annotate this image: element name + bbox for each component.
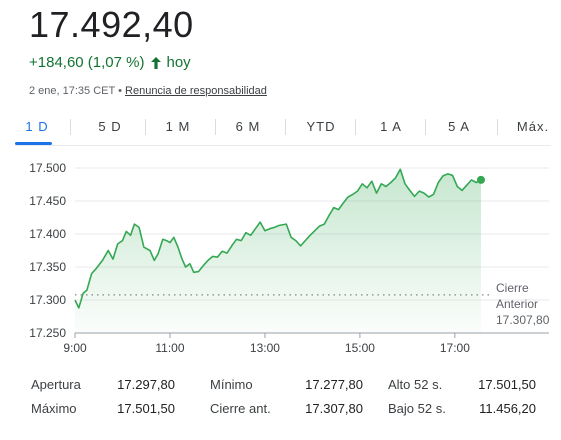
y-tick-label: 17.350 [29,260,66,274]
x-tick-label: 15:00 [345,341,375,355]
stat-label-alto-52: Alto 52 s. [388,377,443,392]
change-period: hoy [166,54,191,71]
tab-divider [285,119,286,135]
price-area [75,169,481,333]
x-axis-ticks: 9:00 11:00 13:00 15:00 17:00 [63,333,470,355]
separator-dot: • [118,85,122,97]
tab-divider [355,119,356,135]
y-tick-label: 17.300 [29,293,66,307]
tabs-divider [15,145,551,146]
tab-divider [497,119,498,135]
stat-label-minimo: Mínimo [210,377,253,392]
stat-label-maximo: Máximo [31,401,77,416]
timestamp-row: 2 ene, 17:35 CET • Renuncia de responsab… [29,85,267,97]
timestamp: 2 ene, 17:35 CET [29,85,116,97]
active-tab-indicator [15,142,52,145]
tab-max[interactable]: Máx. [516,119,550,134]
last-price-dot [477,175,485,184]
tab-divider [70,119,71,135]
previous-close-value: 17.307,80 [496,313,550,327]
x-tick-label: 17:00 [440,341,470,355]
tab-5a[interactable]: 5 A [448,119,470,134]
range-tabs: 1 D 5 D 1 M 6 M YTD 1 A 5 A Máx. [15,113,561,143]
tab-5d[interactable]: 5 D [98,119,122,134]
tab-divider [145,119,146,135]
price-change-row: +184,60 (1,07 %) hoy [29,54,191,71]
stat-value-bajo-52: 11.456,20 [479,401,536,416]
stat-value-maximo: 17.501,50 [117,401,175,416]
tab-1m[interactable]: 1 M [165,119,191,134]
disclaimer-link[interactable]: Renuncia de responsabilidad [125,85,267,97]
price-line [74,168,482,309]
tab-1d[interactable]: 1 D [25,119,49,134]
stat-value-cierre-ant: 17.307,80 [305,401,363,416]
x-tick-label: 11:00 [155,341,184,355]
current-price: 17.492,40 [29,4,194,45]
tab-divider [215,119,216,135]
stat-value-apertura: 17.297,80 [117,377,175,392]
tab-ytd[interactable]: YTD [306,119,336,134]
stat-value-alto-52: 17.501,50 [478,377,536,392]
price-change: +184,60 (1,07 %) [29,54,145,71]
previous-close-label-line2: Anterior [496,297,538,311]
arrow-up-icon [150,56,161,69]
intraday-chart[interactable]: 17.500 17.450 17.400 17.350 17.300 17.250 9:0… [0,150,561,360]
tab-1a[interactable]: 1 A [380,119,402,134]
y-axis-ticks: 17.500 17.450 17.400 17.350 17.300 17.250 [29,161,66,340]
previous-close-label: Cierre [496,281,529,295]
y-tick-label: 17.400 [29,227,66,241]
stat-label-bajo-52: Bajo 52 s. [388,401,446,416]
stat-value-minimo: 17.277,80 [305,377,363,392]
y-tick-label: 17.500 [29,161,66,175]
stat-label-apertura: Apertura [31,377,81,392]
x-tick-label: 9:00 [63,341,87,355]
tab-divider [425,119,426,135]
stat-label-cierre-ant: Cierre ant. [210,401,271,416]
tab-6m[interactable]: 6 M [235,119,261,134]
x-tick-label: 13:00 [250,341,280,355]
y-tick-label: 17.450 [29,194,66,208]
y-tick-label: 17.250 [29,326,66,340]
